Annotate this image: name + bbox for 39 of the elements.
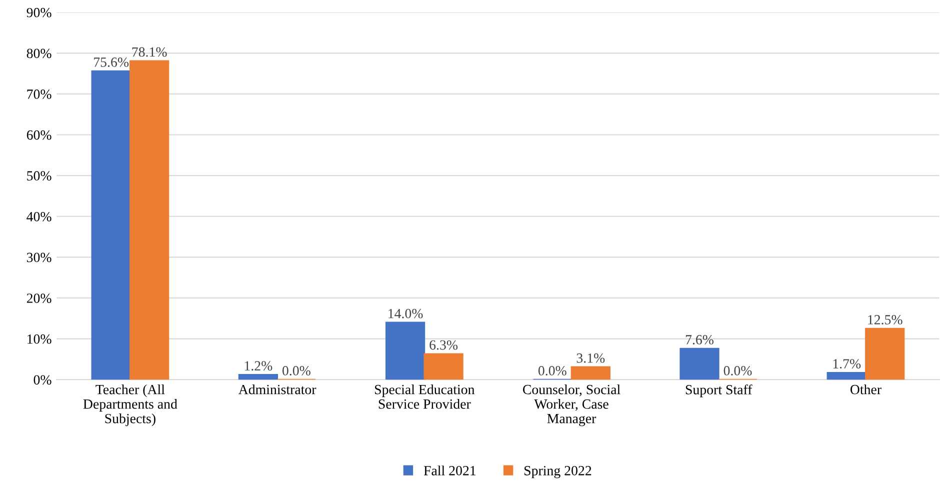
x-tick-label: Special Education Service Provider	[375, 384, 475, 409]
data-label: 1.2%	[244, 361, 272, 371]
bar	[680, 348, 720, 380]
bar	[385, 322, 426, 380]
y-tick-label: 10%	[28, 334, 52, 344]
data-label: 1.7%	[833, 359, 861, 369]
bar	[130, 60, 170, 380]
bar	[865, 328, 905, 380]
x-tick-label: Suport Staff	[686, 384, 752, 398]
y-tick-label: 0%	[34, 375, 52, 385]
data-label: 0.0%	[538, 366, 566, 376]
y-tick-label: 90%	[26, 8, 52, 18]
y-tick-label: 50%	[27, 171, 52, 181]
legend-label: Spring 2022	[524, 466, 592, 478]
bar	[424, 353, 464, 380]
x-tick-label: Counselor, Social Worker, Case Manager	[522, 384, 620, 426]
data-label: 78.1%	[132, 47, 167, 57]
data-label: 6.3%	[430, 340, 458, 350]
y-tick-label: 40%	[26, 212, 52, 222]
bar	[826, 372, 866, 380]
bar	[570, 366, 610, 380]
bar	[91, 70, 131, 380]
y-tick-label: 20%	[26, 294, 52, 303]
data-label: 75.6%	[94, 58, 129, 67]
legend-label: Fall 2021	[424, 466, 476, 476]
y-tick-label: 70%	[27, 90, 52, 99]
y-tick-label: 60%	[26, 130, 52, 140]
y-tick-label: 30%	[26, 252, 52, 262]
bar	[238, 374, 278, 380]
data-label: 7.6%	[686, 335, 714, 344]
data-label: 0.0%	[282, 366, 310, 376]
data-label: 3.1%	[576, 353, 605, 363]
x-tick-label: Teacher (All Departments and Subjects)	[83, 384, 178, 426]
data-label: 0.0%	[724, 366, 752, 376]
data-label: 12.5%	[868, 315, 902, 324]
data-label: 14.0%	[388, 308, 423, 318]
y-tick-label: 80%	[26, 48, 52, 58]
x-tick-label: Other	[850, 384, 882, 394]
x-tick-label: Administrator	[238, 384, 316, 394]
